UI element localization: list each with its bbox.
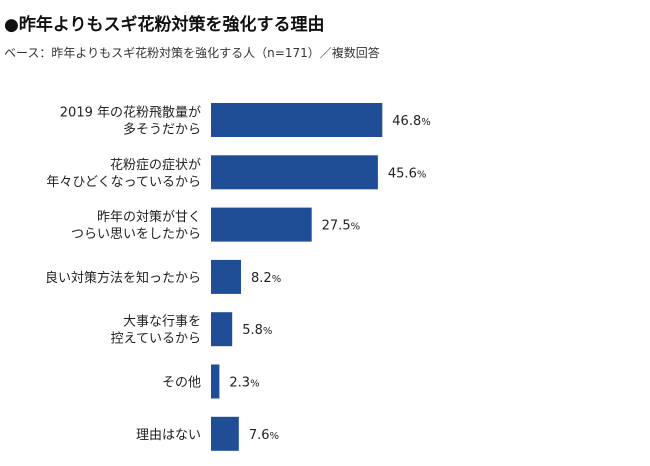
category-label-2: 昨年の対策が甘くつらい思いをしたから <box>71 209 201 242</box>
bar-6 <box>211 416 239 451</box>
value-label-6: 7.6% <box>249 428 279 443</box>
value-label-2: 27.5% <box>322 219 360 234</box>
value-label-1: 45.6% <box>388 166 426 181</box>
value-label-5: 2.3% <box>229 376 259 391</box>
chart-title: ●昨年よりもスギ花粉対策を強化する理由 <box>4 15 325 35</box>
value-label-0: 46.8% <box>392 114 430 129</box>
value-label-4: 5.8% <box>242 323 272 338</box>
bar-3 <box>211 259 241 294</box>
bar-0 <box>211 103 383 137</box>
category-label-3: 良い対策方法を知ったから <box>45 270 201 286</box>
category-label-4: 大事な行事を控えているから <box>111 315 201 347</box>
chart-subtitle: ベース：昨年よりもスギ花粉対策を強化する人（n=171）／複数回答 <box>4 46 380 60</box>
category-label-5: その他 <box>162 376 201 391</box>
bar-5 <box>211 364 220 399</box>
category-label-6: 理由はない <box>136 428 201 443</box>
category-label-1: 花粉症の症状が年々ひどくなっているから <box>46 157 201 190</box>
bar-2 <box>211 207 312 242</box>
value-label-3: 8.2% <box>251 271 281 286</box>
bar-4 <box>211 312 233 347</box>
category-label-0: 2019 年の花粉飛散量が多そうだから <box>60 105 201 138</box>
bar-1 <box>211 155 378 190</box>
